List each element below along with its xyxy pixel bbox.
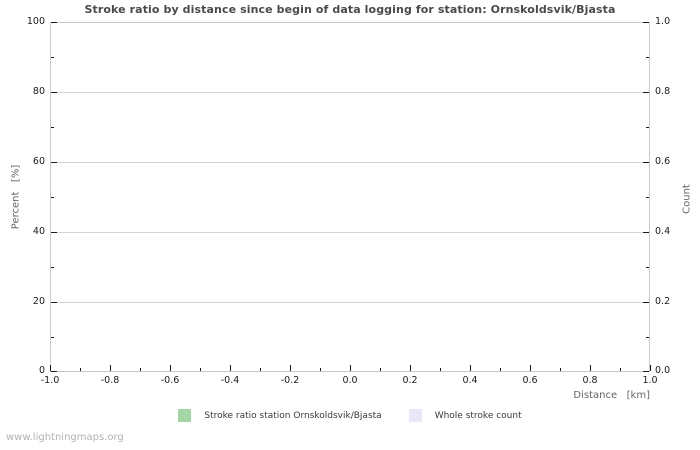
x-tick-label: -0.2 xyxy=(280,375,300,386)
y-tick-label-right: 0.2 xyxy=(655,296,671,307)
x-tick-major xyxy=(590,365,591,371)
x-tick-major xyxy=(110,365,111,371)
x-tick-major xyxy=(50,365,51,371)
legend-item: Whole stroke count xyxy=(408,409,522,422)
gridline xyxy=(51,232,649,233)
x-axis-label: Distance [km] xyxy=(573,390,650,401)
y-tick-minor-right xyxy=(646,127,649,128)
y-tick-major-left xyxy=(51,92,57,93)
y-tick-label-left: 60 xyxy=(32,156,45,167)
x-tick-label: 1.0 xyxy=(642,375,658,386)
y-tick-major-left xyxy=(51,371,57,372)
plot-area xyxy=(50,22,650,372)
x-tick-major xyxy=(410,365,411,371)
y-tick-minor-left xyxy=(51,127,54,128)
y-tick-minor-right xyxy=(646,57,649,58)
x-tick-minor xyxy=(80,368,81,371)
x-tick-label: 0.2 xyxy=(402,375,418,386)
gridline xyxy=(51,302,649,303)
y-tick-label-right: 0.4 xyxy=(655,226,671,237)
x-tick-minor xyxy=(560,368,561,371)
x-tick-label: -0.8 xyxy=(100,375,120,386)
x-tick-major xyxy=(530,365,531,371)
y-tick-label-left: 100 xyxy=(26,16,45,27)
x-tick-label: -0.6 xyxy=(160,375,180,386)
x-tick-major xyxy=(350,365,351,371)
x-tick-major xyxy=(290,365,291,371)
y-tick-label-left: 40 xyxy=(32,226,45,237)
x-tick-minor xyxy=(620,368,621,371)
x-tick-minor xyxy=(140,368,141,371)
y-tick-minor-right xyxy=(646,267,649,268)
legend-swatch-icon xyxy=(178,409,192,422)
y-tick-minor-left xyxy=(51,337,54,338)
legend-item: Stroke ratio station Ornskoldsvik/Bjasta xyxy=(178,409,382,422)
x-tick-major xyxy=(650,365,651,371)
y-tick-label-right: 0.8 xyxy=(655,86,671,97)
x-tick-major xyxy=(230,365,231,371)
gridline xyxy=(51,92,649,93)
y-tick-major-left xyxy=(51,302,57,303)
y-tick-major-right xyxy=(643,371,649,372)
y-axis-label-left: Percent [%] xyxy=(10,164,22,230)
y-tick-major-right xyxy=(643,162,649,163)
y-tick-major-left xyxy=(51,22,57,23)
legend-label: Stroke ratio station Ornskoldsvik/Bjasta xyxy=(204,410,382,421)
x-tick-label: -0.4 xyxy=(220,375,240,386)
legend-swatch-icon xyxy=(408,409,422,422)
y-tick-label-left: 80 xyxy=(32,86,45,97)
y-tick-minor-left xyxy=(51,197,54,198)
chart-title: Stroke ratio by distance since begin of … xyxy=(84,3,616,16)
x-tick-label: 0.0 xyxy=(342,375,358,386)
y-tick-label-right: 0.0 xyxy=(655,365,671,376)
y-tick-label-right: 0.6 xyxy=(655,156,671,167)
y-tick-minor-left xyxy=(51,267,54,268)
x-tick-label: 0.6 xyxy=(522,375,538,386)
legend: Stroke ratio station Ornskoldsvik/Bjasta… xyxy=(0,409,700,422)
y-tick-major-right xyxy=(643,22,649,23)
y-tick-label-right: 1.0 xyxy=(655,16,671,27)
x-tick-major xyxy=(470,365,471,371)
x-tick-label: -1.0 xyxy=(40,375,60,386)
gridline xyxy=(51,162,649,163)
y-tick-major-right xyxy=(643,92,649,93)
legend-label: Whole stroke count xyxy=(434,410,522,421)
y-tick-minor-right xyxy=(646,197,649,198)
x-tick-minor xyxy=(260,368,261,371)
y-tick-major-left xyxy=(51,232,57,233)
watermark: www.lightningmaps.org xyxy=(6,432,124,443)
x-tick-minor xyxy=(200,368,201,371)
x-tick-minor xyxy=(320,368,321,371)
y-tick-label-left: 20 xyxy=(32,296,45,307)
x-tick-label: 0.8 xyxy=(582,375,598,386)
y-tick-minor-right xyxy=(646,337,649,338)
y-tick-major-right xyxy=(643,302,649,303)
x-tick-major xyxy=(170,365,171,371)
x-tick-minor xyxy=(380,368,381,371)
y-tick-label-left: 0 xyxy=(38,365,45,376)
x-tick-minor xyxy=(440,368,441,371)
y-tick-minor-left xyxy=(51,57,54,58)
y-tick-major-right xyxy=(643,232,649,233)
y-axis-label-right: Count xyxy=(681,184,693,214)
x-tick-minor xyxy=(500,368,501,371)
x-tick-label: 0.4 xyxy=(462,375,478,386)
y-tick-major-left xyxy=(51,162,57,163)
